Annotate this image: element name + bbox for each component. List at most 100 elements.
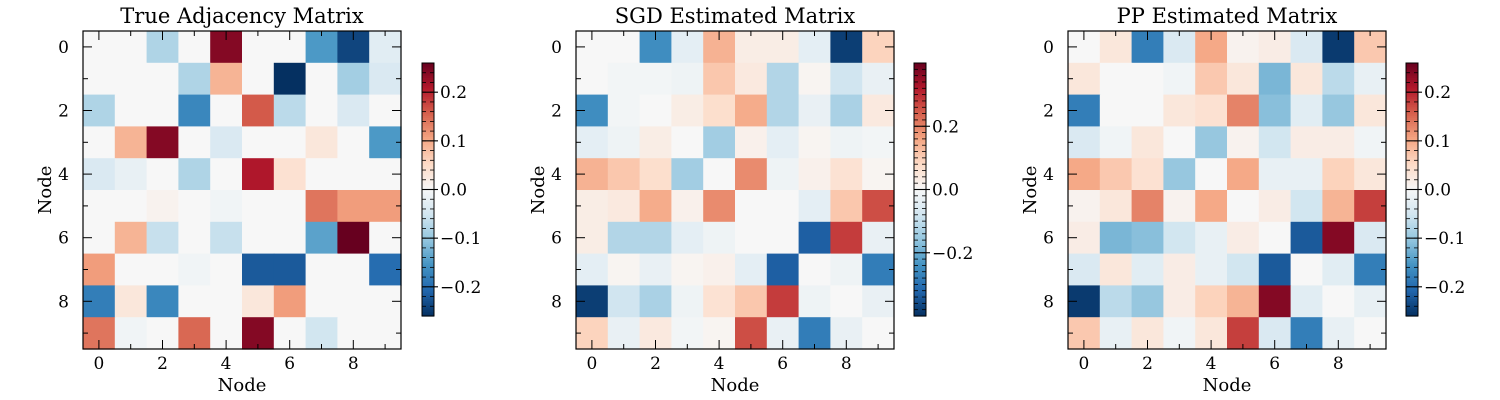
colorbar-segment [422, 185, 434, 188]
colorbar-segment [914, 100, 926, 104]
colorbar-segment [914, 151, 926, 155]
colorbar-segment [422, 155, 434, 159]
colorbar-segment [1406, 130, 1418, 134]
heatmap-cell [146, 285, 179, 318]
colorbar-tick-label: −0.2 [1424, 278, 1465, 298]
heatmap-cell [210, 62, 243, 96]
heatmap-cell [1099, 221, 1133, 255]
heatmap-cell [146, 190, 179, 223]
colorbar-segment [422, 254, 434, 258]
y-tick-label: 2 [551, 102, 562, 122]
colorbar-segment [422, 92, 434, 96]
colorbar-segment [422, 130, 434, 134]
heatmap-cell [146, 253, 179, 286]
colorbar-segment [1406, 75, 1418, 79]
heatmap-cell [798, 94, 831, 127]
heatmap-cell [1290, 190, 1323, 223]
heatmap-cell [1195, 253, 1228, 286]
colorbar-segment [1406, 303, 1418, 307]
colorbar-segment [914, 231, 926, 235]
heatmap-cell [1227, 253, 1260, 286]
colorbar-segment [1406, 229, 1418, 233]
heatmap-cell [146, 158, 179, 191]
colorbar-segment [914, 297, 926, 300]
colorbar-segment [1406, 214, 1418, 218]
colorbar-segment [914, 313, 926, 317]
heatmap-cell [639, 62, 672, 96]
heatmap-cell [305, 62, 338, 96]
colorbar-segment [422, 107, 434, 110]
y-tick-label: 6 [58, 229, 69, 249]
colorbar-segment [914, 178, 926, 182]
colorbar-segment [422, 117, 434, 121]
heatmap-cell [735, 253, 768, 286]
colorbar-segment [1406, 98, 1418, 102]
heatmap-cell [639, 190, 672, 223]
colorbar-segment [422, 193, 434, 197]
colorbar-segment [1406, 71, 1418, 75]
heatmap-cell [146, 126, 179, 159]
colorbar-tick-label: −0.1 [1424, 229, 1465, 249]
colorbar-segment [1406, 242, 1418, 245]
heatmap-cell [607, 94, 641, 127]
colorbar-tick-label: 0.1 [1424, 132, 1451, 152]
colorbar-segment [422, 197, 434, 201]
heatmap-cell [1099, 158, 1133, 191]
colorbar-segment [1406, 151, 1418, 155]
colorbar-segment [914, 267, 926, 271]
colorbar-segment [914, 311, 926, 315]
colorbar-segment [914, 242, 926, 245]
heatmap-cell [703, 221, 736, 255]
colorbar-segment [914, 263, 926, 266]
colorbar-segment [1406, 170, 1418, 174]
colorbar-segment [422, 225, 434, 229]
colorbar-segment [914, 185, 926, 188]
colorbar-segment [1406, 204, 1418, 207]
colorbar-segment [1406, 73, 1418, 77]
colorbar-segment [1406, 162, 1418, 165]
heatmap-cell [830, 126, 863, 159]
heatmap-cell [798, 158, 831, 191]
colorbar-segment [1406, 250, 1418, 254]
colorbar-segment [1406, 299, 1418, 302]
heatmap-cell [1322, 94, 1355, 127]
heatmap-cell [273, 94, 307, 127]
heatmap-cell [273, 62, 307, 96]
colorbar-segment [422, 200, 434, 203]
heatmap-cell [273, 126, 307, 159]
colorbar-segment [914, 212, 926, 216]
heatmap-cell [305, 94, 338, 127]
heatmap-cell [178, 31, 211, 64]
heatmap-cell [798, 62, 831, 96]
colorbar-segment [1406, 271, 1418, 275]
colorbar-segment [914, 96, 926, 100]
colorbar-segment [914, 174, 926, 178]
colorbar-segment [914, 92, 926, 96]
heatmap-cell [210, 253, 243, 286]
heatmap-cell [178, 285, 211, 318]
colorbar-segment [422, 151, 434, 155]
heatmap-cell [671, 94, 704, 127]
heatmap-cell [83, 190, 116, 223]
colorbar-segment [914, 248, 926, 252]
colorbar-segment [1406, 107, 1418, 110]
colorbar-segment [1406, 100, 1418, 104]
colorbar-segment [1406, 244, 1418, 248]
colorbar-segment [1406, 197, 1418, 201]
colorbar-segment [422, 191, 434, 195]
colorbar-segment [1406, 307, 1418, 311]
colorbar-segment [422, 212, 434, 216]
heatmap-cell [798, 253, 831, 286]
heatmap-cell [1099, 253, 1133, 286]
colorbar-segment [1406, 84, 1418, 87]
heatmap-cell [114, 285, 148, 318]
colorbar-segment [914, 130, 926, 134]
heatmap-cell [273, 221, 307, 255]
x-tick-label: 2 [650, 354, 661, 374]
colorbar-segment [1406, 269, 1418, 273]
colorbar-segment [914, 309, 926, 313]
colorbar-segment [422, 176, 434, 180]
colorbar-tick-label: −0.1 [440, 229, 481, 249]
colorbar-segment [1406, 231, 1418, 235]
colorbar-segment [1406, 124, 1418, 127]
